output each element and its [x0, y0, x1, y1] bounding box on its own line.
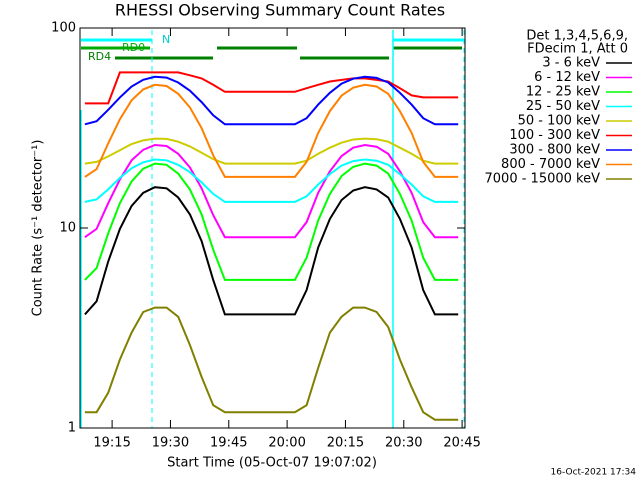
series-line: [84, 137, 459, 165]
x-tick-label: 20:45: [443, 436, 480, 451]
annotation: RD4: [88, 50, 111, 63]
series-line: [84, 83, 459, 178]
series-line: [84, 162, 459, 281]
x-tick-label: 19:45: [210, 436, 247, 451]
chart-title: RHESSI Observing Summary Count Rates: [115, 1, 445, 20]
series-line: [84, 71, 459, 105]
legend-label: 800 - 7000 keV: [501, 157, 600, 172]
series-line: [84, 306, 459, 421]
y-tick-label: 100: [51, 21, 76, 36]
x-tick-label: 19:30: [152, 436, 189, 451]
x-tick-label: 20:30: [385, 436, 422, 451]
x-tick-label: 20:00: [268, 436, 305, 451]
state-bars: N RD0 RD4: [80, 30, 465, 428]
legend-label: 100 - 300 keV: [509, 128, 600, 143]
y-tick-label: 10: [59, 221, 76, 236]
legend-label: 50 - 100 keV: [518, 114, 601, 129]
x-tick-label: 19:15: [93, 436, 130, 451]
x-tick-label: 20:15: [327, 436, 364, 451]
series-line: [84, 186, 459, 316]
annotation: N: [162, 33, 170, 46]
legend-label: 300 - 800 keV: [509, 143, 600, 158]
plot-frame: [79, 27, 466, 429]
series-line: [84, 75, 459, 126]
legend-label: 6 - 12 keV: [534, 70, 600, 85]
legend-label: 3 - 6 keV: [542, 56, 600, 71]
legend-header: FDecim 1, Att 0: [527, 42, 628, 57]
timestamp: 16-Oct-2021 17:34: [551, 468, 637, 478]
y-tick-label: 1: [68, 421, 76, 436]
x-axis-label: Start Time (05-Oct-07 19:07:02): [167, 456, 377, 471]
legend-label: 12 - 25 keV: [526, 85, 600, 100]
legend-label: 25 - 50 keV: [526, 99, 600, 114]
y-axis-label: Count Rate (s⁻¹ detector⁻¹): [31, 140, 46, 317]
legend-header: Det 1,3,4,5,6,9,: [526, 29, 628, 44]
series-line: [84, 143, 459, 239]
annotation: RD0: [122, 41, 145, 54]
series-line: [84, 158, 459, 203]
legend-label: 7000 - 15000 keV: [485, 172, 601, 187]
